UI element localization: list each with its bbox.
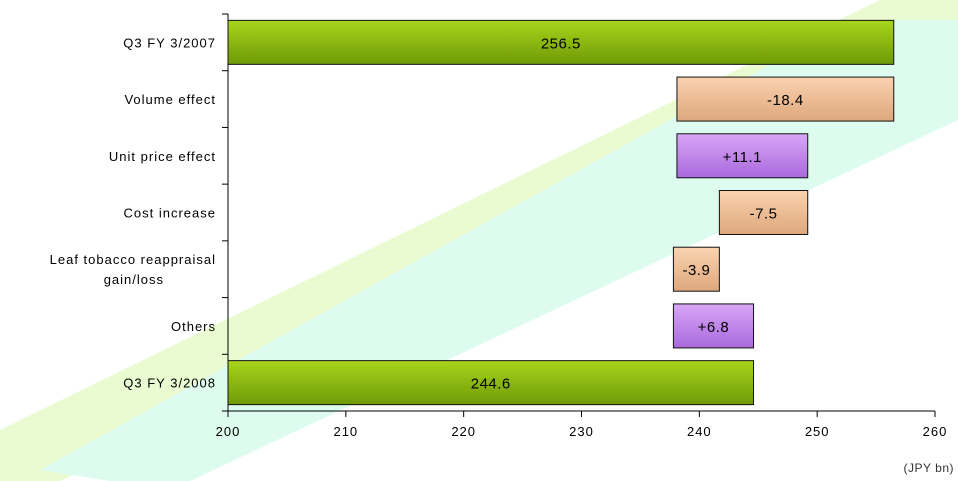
unit-label: (JPY bn)	[904, 461, 954, 475]
bar-decrease	[718, 190, 809, 235]
data-label: -3.9	[682, 262, 710, 279]
x-tick-label: 250	[805, 424, 830, 439]
x-tick-labels: 200 210 220 230 240 250 260	[216, 424, 948, 439]
bar-decrease	[676, 76, 895, 122]
x-tick-label: 210	[333, 424, 358, 439]
data-label: 244.6	[471, 376, 511, 393]
x-tick-label: 220	[451, 424, 476, 439]
category-label: Unit price effect	[109, 149, 216, 164]
x-tick-label: 260	[923, 424, 948, 439]
data-label: +6.8	[698, 319, 730, 336]
category-label: Cost increase	[124, 206, 216, 221]
x-tick-label: 200	[216, 424, 241, 439]
data-label: -18.4	[767, 92, 804, 109]
x-tick-label: 240	[687, 424, 712, 439]
category-label: Q3 FY 3/2008	[123, 376, 216, 391]
data-label: -7.5	[750, 206, 778, 223]
category-label: Others	[171, 319, 216, 334]
data-label: 256.5	[541, 35, 581, 52]
axes	[222, 13, 936, 417]
data-label: +11.1	[723, 149, 762, 166]
category-labels: Q3 FY 3/2007 Volume effect Unit price effe…	[50, 35, 216, 391]
x-tick-label: 230	[569, 424, 594, 439]
bar-increase	[672, 303, 755, 349]
category-label: Volume effect	[124, 92, 216, 107]
category-label: Leaf tobacco reappraisal gain/loss	[50, 252, 216, 287]
bar-total	[227, 19, 895, 65]
bar-decrease	[672, 246, 720, 292]
bars: 256.5 -18.4 +11.1 -7.5 -3.9 +6.8 244.6	[227, 19, 895, 406]
bar-increase	[676, 133, 809, 179]
bar-total	[227, 360, 755, 406]
category-label: Q3 FY 3/2007	[123, 35, 216, 50]
